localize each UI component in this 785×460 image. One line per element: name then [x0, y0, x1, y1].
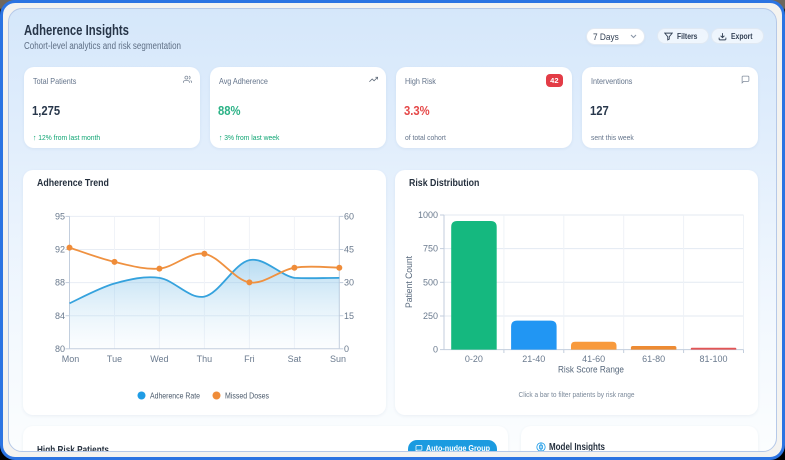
- svg-text:Adherence Rate: Adherence Rate: [150, 391, 200, 401]
- svg-text:Click a bar to filter patients: Click a bar to filter patients by risk r…: [519, 390, 635, 399]
- svg-text:750: 750: [423, 244, 438, 254]
- svg-text:45: 45: [344, 245, 354, 255]
- svg-text:Wed: Wed: [150, 354, 168, 364]
- svg-text:0: 0: [344, 344, 349, 354]
- svg-text:61-80: 61-80: [642, 354, 665, 364]
- svg-text:Sat: Sat: [288, 354, 302, 364]
- svg-text:88: 88: [55, 278, 65, 288]
- svg-text:92: 92: [55, 245, 65, 255]
- svg-text:81-100: 81-100: [699, 354, 727, 364]
- svg-text:Patient Count: Patient Count: [404, 256, 414, 308]
- svg-text:84: 84: [55, 311, 65, 321]
- svg-text:Sun: Sun: [330, 354, 346, 364]
- svg-text:Mon: Mon: [62, 354, 80, 364]
- svg-text:21-40: 21-40: [522, 354, 545, 364]
- svg-text:250: 250: [423, 311, 438, 321]
- svg-text:15: 15: [344, 311, 354, 321]
- svg-text:0-20: 0-20: [465, 354, 483, 364]
- svg-text:60: 60: [344, 212, 354, 222]
- svg-text:41-60: 41-60: [582, 354, 605, 364]
- svg-text:0: 0: [433, 345, 438, 355]
- svg-text:500: 500: [423, 277, 438, 287]
- svg-text:Thu: Thu: [197, 354, 213, 364]
- svg-text:Fri: Fri: [244, 354, 255, 364]
- svg-text:Risk Score Range: Risk Score Range: [558, 365, 624, 375]
- svg-text:Missed Doses: Missed Doses: [225, 391, 269, 401]
- svg-text:Tue: Tue: [107, 354, 122, 364]
- svg-text:1000: 1000: [418, 210, 438, 220]
- svg-text:30: 30: [344, 278, 354, 288]
- svg-text:80: 80: [55, 344, 65, 354]
- svg-text:95: 95: [55, 212, 65, 222]
